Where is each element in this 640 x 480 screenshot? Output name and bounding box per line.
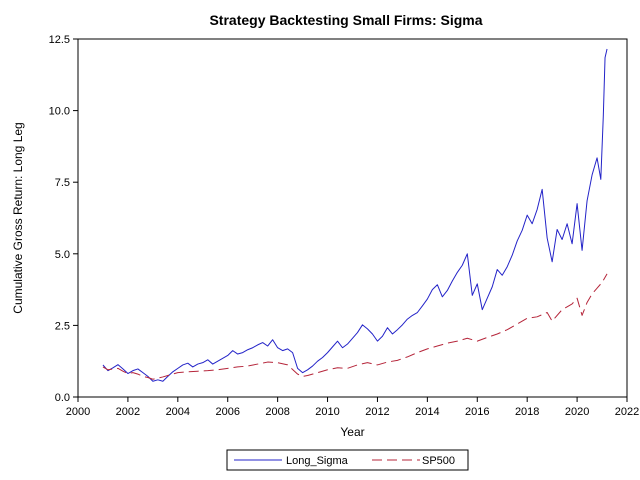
y-tick-label: 7.5	[55, 177, 70, 189]
y-axis-title: Cumulative Gross Return: Long Leg	[11, 122, 25, 313]
y-tick-label: 12.5	[49, 34, 70, 46]
x-tick-label: 2014	[415, 406, 439, 418]
y-axis: 0.0 2.5 5.0 7.5 10.0 12.5	[49, 34, 78, 404]
series-line-long-sigma	[102, 48, 608, 382]
x-tick-label: 2006	[215, 406, 239, 418]
x-tick-label: 2022	[615, 406, 639, 418]
x-axis: 2000 2002 2004 2006 2008 2010 2012 2014 2016 2018…	[66, 397, 639, 418]
y-tick-label: 0.0	[55, 392, 70, 404]
x-tick-label: 2016	[465, 406, 489, 418]
legend-label: Long_Sigma	[286, 455, 349, 467]
chart-title: Strategy Backtesting Small Firms: Sigma	[209, 12, 482, 28]
x-tick-label: 2020	[565, 406, 589, 418]
legend-box	[226, 449, 469, 471]
legend-label: SP500	[422, 455, 455, 467]
x-tick-label: 2002	[116, 406, 140, 418]
x-tick-label: 2018	[515, 406, 539, 418]
x-tick-label: 2000	[66, 406, 90, 418]
plot-area-frame	[77, 38, 628, 398]
x-tick-label: 2004	[166, 406, 190, 418]
y-tick-label: 10.0	[49, 106, 70, 118]
x-tick-label: 2008	[265, 406, 289, 418]
x-tick-label: 2012	[365, 406, 389, 418]
x-axis-title: Year	[340, 425, 364, 439]
y-tick-label: 5.0	[55, 249, 70, 261]
x-tick-label: 2010	[315, 406, 339, 418]
legend: Long_Sigma SP500	[226, 449, 469, 471]
y-tick-label: 2.5	[55, 320, 70, 332]
series-layer	[102, 48, 608, 382]
